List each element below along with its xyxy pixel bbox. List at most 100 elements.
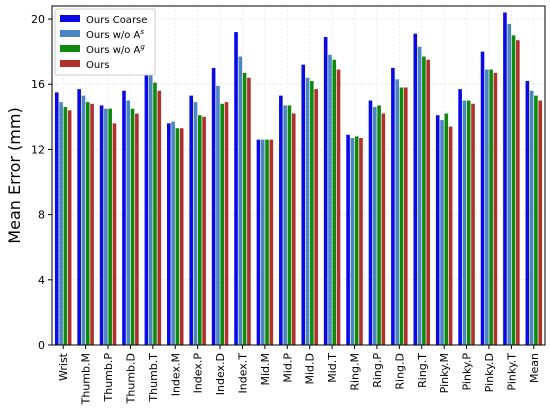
bar	[426, 59, 430, 345]
y-tick-label: 4	[38, 274, 45, 287]
bar	[485, 69, 489, 345]
bar	[220, 103, 225, 346]
bar	[328, 54, 332, 346]
bar	[403, 87, 408, 345]
bar	[448, 126, 453, 345]
legend: Ours Coarse Ours w/o As Ours w/o Ag Ours	[54, 8, 156, 76]
bar	[529, 90, 534, 345]
bar	[346, 134, 350, 345]
bar	[480, 51, 485, 346]
bar	[458, 89, 462, 345]
bar	[359, 138, 363, 345]
bar	[395, 79, 399, 346]
bar	[256, 139, 261, 345]
bar	[148, 67, 153, 346]
bar	[153, 82, 157, 346]
x-tick-label: Thumb.D	[124, 353, 137, 404]
bar	[175, 128, 180, 345]
bar	[90, 103, 94, 346]
x-tick-label: Mid.P	[281, 353, 294, 383]
bar	[538, 100, 543, 346]
bar	[283, 105, 287, 345]
bar	[81, 95, 86, 345]
y-axis-label: Mean Error (mm)	[5, 107, 24, 243]
bar	[516, 40, 520, 346]
y-tick-label: 0	[38, 339, 45, 352]
bar	[534, 95, 538, 345]
bar	[354, 136, 359, 345]
bar	[314, 89, 318, 345]
bar	[126, 100, 131, 346]
y-axis-ticks: 0 4 8 12 16 20	[31, 13, 52, 352]
bar	[122, 90, 126, 345]
bar	[108, 108, 112, 345]
bar	[216, 85, 220, 345]
x-tick-label: Pinky.P	[461, 353, 474, 391]
x-tick-label: Mid.M	[259, 353, 272, 386]
bar	[381, 113, 386, 345]
x-tick-label: Ring.D	[393, 353, 406, 390]
bar	[211, 67, 216, 346]
bar	[112, 123, 117, 345]
bar	[511, 35, 516, 345]
bar	[350, 138, 355, 345]
legend-label: Ours w/o As	[86, 28, 144, 41]
bar	[247, 77, 251, 345]
bar	[157, 90, 162, 345]
bar	[471, 103, 475, 346]
bar	[224, 102, 229, 345]
legend-label: Ours w/o Ag	[86, 43, 145, 56]
bar	[130, 108, 135, 345]
bar	[422, 56, 426, 345]
bar	[287, 105, 292, 345]
bar	[372, 107, 377, 345]
bar	[242, 72, 247, 345]
bar	[198, 115, 202, 345]
y-tick-label: 20	[31, 13, 45, 26]
y-tick-label: 8	[38, 209, 45, 222]
legend-swatch	[60, 15, 80, 22]
bar	[305, 77, 310, 345]
x-tick-label: Mid.D	[304, 353, 317, 385]
bar	[54, 92, 59, 345]
bar	[77, 89, 81, 345]
legend-label: Ours	[86, 60, 110, 71]
bar	[489, 69, 493, 345]
x-axis-ticks: Wrist Thumb.M Thumb.P Thumb.D Thumb.T Index.M…	[57, 345, 541, 405]
bars	[54, 12, 543, 346]
bar	[435, 115, 440, 345]
bar	[413, 33, 418, 346]
x-tick-label: Index.P	[192, 353, 205, 394]
legend-box	[54, 8, 156, 76]
y-tick-label: 12	[31, 143, 45, 156]
bar	[462, 100, 467, 346]
bar	[265, 139, 269, 345]
bar	[269, 139, 274, 345]
bar	[332, 59, 337, 345]
legend-swatch	[60, 60, 80, 67]
bar	[260, 139, 265, 345]
bar	[377, 105, 381, 345]
x-tick-label: Pinky.M	[438, 353, 451, 393]
bar	[234, 32, 238, 345]
legend-swatch	[60, 30, 80, 37]
bar	[323, 36, 328, 346]
bar	[104, 108, 108, 345]
bar	[67, 110, 72, 345]
bar	[525, 80, 530, 345]
x-tick-label: Pinky.T	[505, 353, 518, 391]
x-tick-label: Index.T	[236, 353, 249, 394]
bar	[301, 64, 306, 345]
legend-label: Ours Coarse	[86, 15, 147, 26]
bar	[167, 123, 171, 345]
bar	[444, 113, 449, 345]
x-tick-label: Mid.T	[326, 353, 339, 383]
bar	[399, 87, 404, 345]
bar	[503, 12, 507, 346]
y-tick-label: 16	[31, 78, 45, 91]
x-tick-label: Ring.P	[371, 353, 384, 388]
bar	[368, 100, 373, 346]
x-tick-label: Thumb.P	[102, 353, 115, 403]
bar	[391, 67, 395, 346]
